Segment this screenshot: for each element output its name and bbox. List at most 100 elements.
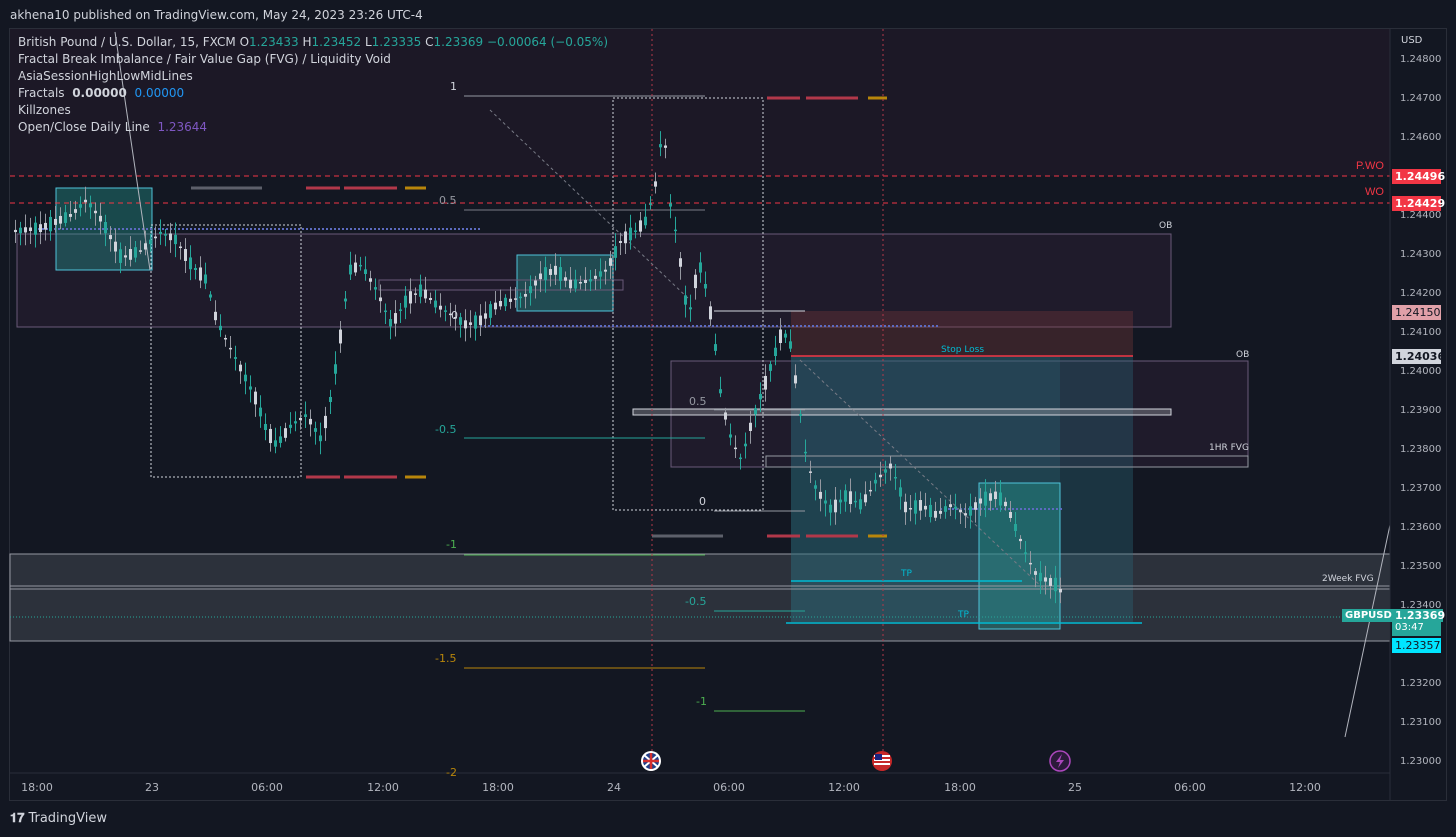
candle-body <box>974 502 977 510</box>
candle-body <box>734 447 737 450</box>
candle-body <box>1059 588 1062 593</box>
uk-flag-icon[interactable] <box>641 751 661 771</box>
candle-body <box>894 476 897 479</box>
candle-body <box>139 250 142 252</box>
candle-body <box>29 227 32 232</box>
candle-body <box>84 199 87 203</box>
candle-body <box>259 407 262 417</box>
candle-body <box>654 181 657 187</box>
candle-body <box>269 428 272 444</box>
price-tick-label: 1.23100 <box>1400 717 1441 728</box>
candle-body <box>764 375 767 390</box>
candle-body <box>809 471 812 473</box>
indicator-daily-line[interactable]: Open/Close Daily Line 1.23644 <box>18 119 608 136</box>
candle-body <box>784 333 787 338</box>
candle-body <box>794 375 797 384</box>
candle-body <box>999 492 1002 506</box>
candle-body <box>564 277 567 281</box>
candle-body <box>554 265 557 275</box>
candle-body <box>834 499 837 513</box>
price-axis[interactable]: 1.248001.247001.246001.245001.244001.243… <box>1400 54 1441 767</box>
candle-body <box>394 313 397 324</box>
candle-body <box>149 239 152 245</box>
fractals-label: Fractals <box>18 86 65 100</box>
price-tick-label: 1.23600 <box>1400 522 1441 533</box>
chart-pane[interactable] <box>9 28 1447 801</box>
candle-body <box>569 279 572 289</box>
candle-body <box>379 297 382 302</box>
candle-body <box>59 215 62 224</box>
candle-body <box>509 298 512 302</box>
candle-body <box>954 506 957 509</box>
dashed-trend-1 <box>489 109 691 301</box>
candle-body <box>984 491 987 506</box>
dotted-box-1 <box>150 224 302 478</box>
candle-body <box>819 491 822 499</box>
time-tick-label: 12:00 <box>1289 781 1321 794</box>
candle-body <box>294 421 297 424</box>
candle-body <box>309 418 312 425</box>
candle-body <box>39 224 42 233</box>
candle-body <box>639 220 642 232</box>
candle-body <box>384 310 387 313</box>
candle-body <box>54 218 57 225</box>
time-axis[interactable]: 18:00 23 06:00 12:00 18:00 24 06:00 12:00 18:00 2… <box>21 781 1321 794</box>
candle-body <box>629 227 632 241</box>
high-label: H <box>302 35 312 49</box>
candle-body <box>169 233 172 241</box>
candle-body <box>914 500 917 514</box>
candle-body <box>454 317 457 319</box>
indicator-fractals[interactable]: Fractals 0.00000 0.00000 <box>18 85 608 102</box>
candle-body <box>969 506 972 516</box>
pwo-price-tag: 1.24496 <box>1392 169 1445 184</box>
candle-body <box>559 267 562 281</box>
close-value: 1.23369 <box>433 35 484 49</box>
candle-body <box>779 329 782 344</box>
candle-body <box>664 145 667 148</box>
candle-body <box>614 246 617 258</box>
candle-body <box>604 269 607 272</box>
candle-body <box>514 298 517 300</box>
indicator-killzones[interactable]: Killzones <box>18 103 71 117</box>
candle-body <box>1054 577 1057 592</box>
candlestick-series <box>14 131 1062 604</box>
trend-line-1 <box>114 31 151 271</box>
price-tick-label: 1.24600 <box>1400 132 1441 143</box>
candle-body <box>949 504 952 508</box>
indicator-fvg[interactable]: Fractal Break Imbalance / Fair Value Gap… <box>18 52 391 66</box>
brand-logo[interactable]: 𝟏𝟕 TradingView <box>10 811 107 826</box>
legend-symbol-row[interactable]: British Pound / U.S. Dollar, 15, FXCM O1… <box>18 34 608 51</box>
low-value: 1.23335 <box>371 35 422 49</box>
candle-body <box>599 271 602 277</box>
candle-body <box>524 293 527 297</box>
us-flag-icon[interactable] <box>872 751 892 771</box>
candle-body <box>249 386 252 390</box>
candle-body <box>929 504 932 518</box>
candle-body <box>1019 538 1022 542</box>
candle-body <box>534 280 537 286</box>
fvg-box-2 <box>632 408 1172 416</box>
fib-a-label-m05: -0.5 <box>435 423 456 436</box>
candle-body <box>899 487 902 497</box>
candle-body <box>624 231 627 244</box>
bar-countdown: 03:47 <box>1395 622 1424 633</box>
candle-body <box>304 414 307 417</box>
candle-body <box>609 258 612 266</box>
candle-body <box>749 422 752 431</box>
ob-label-2: OB <box>1236 350 1249 360</box>
candle-body <box>344 298 347 302</box>
candle-body <box>349 264 352 275</box>
lightning-icon[interactable] <box>1049 750 1071 772</box>
candle-body <box>219 325 222 331</box>
candle-body <box>449 313 452 316</box>
candle-body <box>34 222 37 235</box>
indicator-asia-session[interactable]: AsiaSessionHighLowMidLines <box>18 69 193 83</box>
daily-line-label: Open/Close Daily Line <box>18 120 150 134</box>
candle-body <box>109 235 112 240</box>
hr-fvg-box <box>765 455 1249 468</box>
currency-label[interactable]: USD <box>1401 35 1423 46</box>
candle-body <box>359 264 362 267</box>
price-tick-label: 1.23000 <box>1400 756 1441 767</box>
candle-body <box>334 364 337 374</box>
